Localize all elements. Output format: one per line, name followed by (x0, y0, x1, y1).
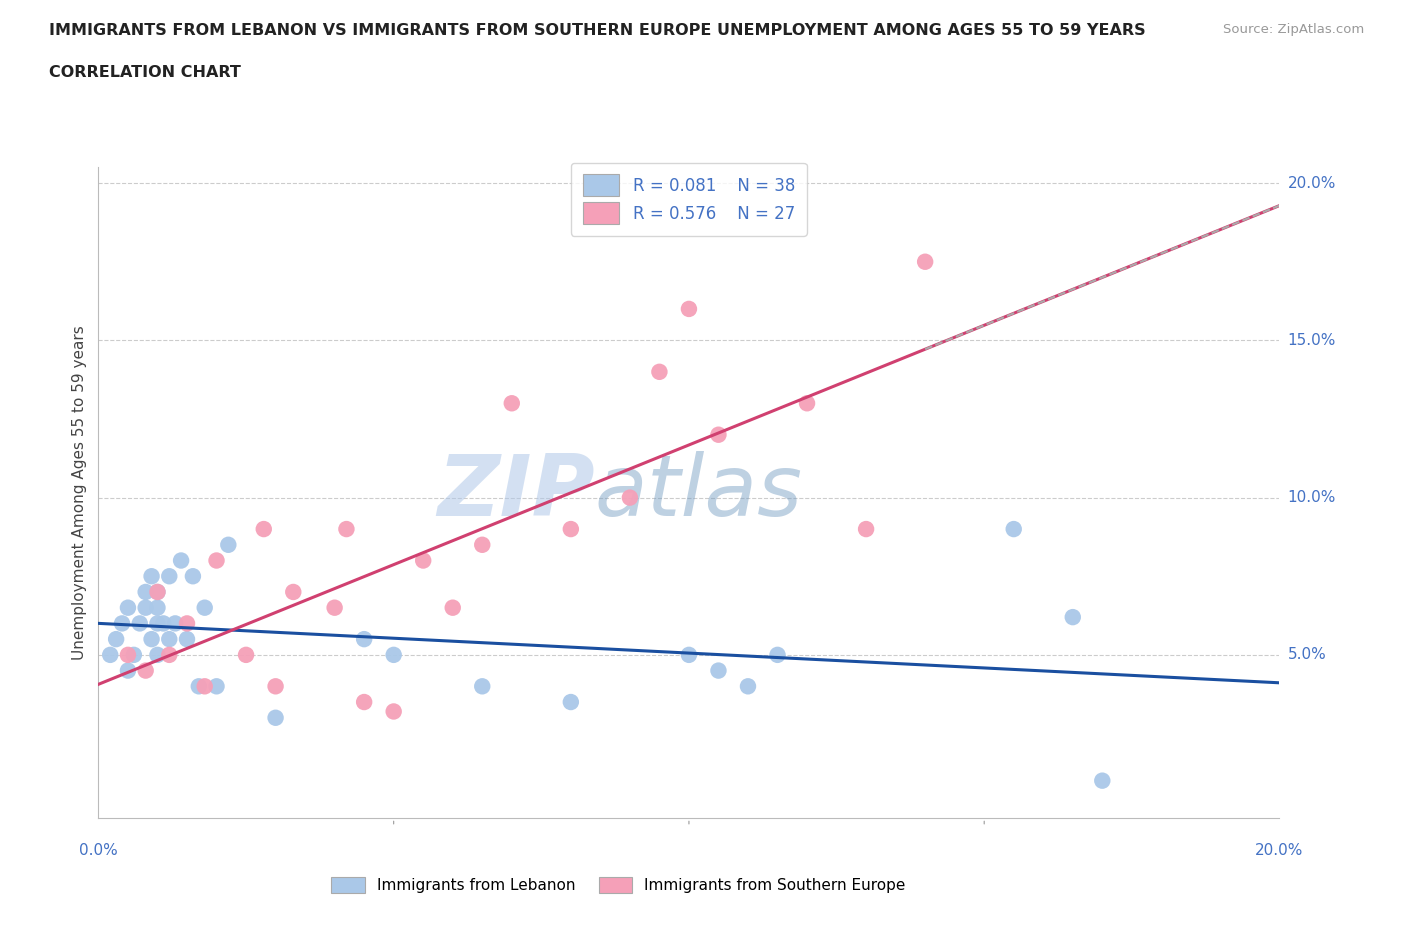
Text: 0.0%: 0.0% (79, 844, 118, 858)
Point (194, 600, 217, 615)
Text: 5.0%: 5.0% (1288, 647, 1326, 662)
Text: 15.0%: 15.0% (1288, 333, 1336, 348)
Point (471, 538, 494, 552)
Point (135, 663, 157, 678)
Point (98, 647, 121, 662)
Point (648, 365, 671, 379)
Point (146, 647, 169, 662)
Point (205, 553, 228, 568)
Point (146, 600, 169, 615)
Point (382, 647, 405, 662)
Point (441, 600, 464, 615)
Point (146, 585, 169, 600)
Point (235, 647, 257, 662)
Point (217, 538, 239, 552)
Text: atlas: atlas (595, 451, 803, 535)
Point (170, 553, 193, 568)
Point (117, 663, 139, 678)
Text: 20.0%: 20.0% (1288, 176, 1336, 191)
Point (128, 616, 150, 631)
Point (678, 647, 700, 662)
Point (141, 631, 163, 646)
Point (157, 631, 180, 646)
Point (412, 553, 434, 568)
Point (122, 647, 145, 662)
Point (766, 647, 789, 662)
Point (707, 663, 730, 678)
Legend: Immigrants from Lebanon, Immigrants from Southern Europe: Immigrants from Lebanon, Immigrants from… (325, 870, 912, 899)
Point (152, 616, 174, 631)
Point (187, 679, 209, 694)
Point (105, 631, 128, 646)
Point (353, 631, 375, 646)
Text: CORRELATION CHART: CORRELATION CHART (49, 65, 240, 80)
Text: IMMIGRANTS FROM LEBANON VS IMMIGRANTS FROM SOUTHERN EUROPE UNEMPLOYMENT AMONG AG: IMMIGRANTS FROM LEBANON VS IMMIGRANTS FR… (49, 23, 1146, 38)
Point (796, 396, 818, 411)
Point (135, 585, 157, 600)
Legend: R = 0.081    N = 38, R = 0.576    N = 27: R = 0.081 N = 38, R = 0.576 N = 27 (571, 163, 807, 235)
Point (157, 647, 180, 662)
Text: 10.0%: 10.0% (1288, 490, 1336, 505)
Point (117, 600, 139, 615)
Point (117, 647, 139, 662)
Text: ZIP: ZIP (437, 451, 595, 535)
Point (1091, 773, 1114, 788)
Point (335, 522, 357, 537)
Point (1062, 610, 1084, 625)
Point (560, 522, 582, 537)
Point (264, 711, 287, 725)
Point (165, 616, 187, 631)
Point (619, 490, 641, 505)
Point (194, 679, 217, 694)
Point (264, 679, 287, 694)
Point (353, 695, 375, 710)
Point (176, 616, 198, 631)
Point (382, 704, 405, 719)
Point (855, 522, 877, 537)
Point (914, 254, 936, 269)
Y-axis label: Unemployment Among Ages 55 to 59 years: Unemployment Among Ages 55 to 59 years (72, 326, 87, 660)
Point (737, 679, 759, 694)
Point (157, 569, 180, 584)
Point (1002, 522, 1025, 537)
Text: Source: ZipAtlas.com: Source: ZipAtlas.com (1223, 23, 1364, 36)
Point (176, 631, 198, 646)
Point (135, 600, 157, 615)
Point (283, 585, 305, 600)
Point (501, 396, 523, 411)
Point (181, 569, 204, 584)
Point (253, 522, 276, 537)
Text: 20.0%: 20.0% (1256, 844, 1303, 858)
Point (678, 301, 700, 316)
Point (707, 427, 730, 442)
Point (146, 585, 169, 600)
Point (111, 616, 134, 631)
Point (323, 600, 346, 615)
Point (560, 695, 582, 710)
Point (141, 569, 163, 584)
Point (146, 616, 169, 631)
Point (471, 679, 494, 694)
Point (205, 679, 228, 694)
